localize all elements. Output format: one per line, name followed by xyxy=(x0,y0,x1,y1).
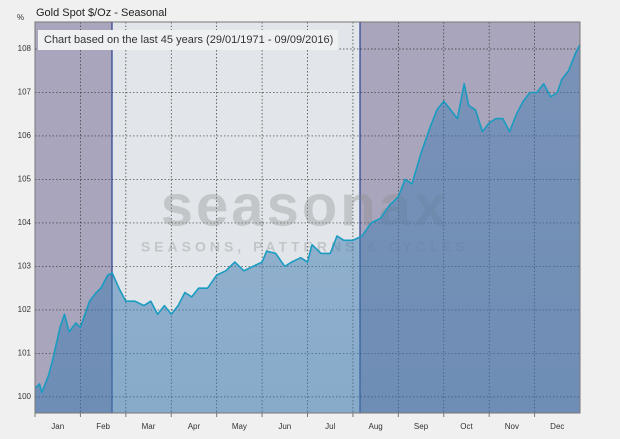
x-tick-label: Oct xyxy=(460,422,473,431)
x-tick-label: Sep xyxy=(414,422,429,431)
x-tick-label: Mar xyxy=(142,422,156,431)
subtitle: Chart based on the last 45 years (29/01/… xyxy=(44,34,333,46)
y-tick-label: 108 xyxy=(18,44,32,53)
x-tick-label: Apr xyxy=(188,422,201,431)
x-tick-label: Nov xyxy=(505,422,519,431)
y-axis-label: % xyxy=(17,13,24,22)
area xyxy=(35,44,580,413)
x-tick-label: Dec xyxy=(550,422,564,431)
x-tick-label: Jan xyxy=(51,422,64,431)
x-tick-label: May xyxy=(232,422,247,431)
y-tick-label: 100 xyxy=(18,392,32,401)
y-tick-label: 106 xyxy=(18,131,32,140)
x-tick-label: Jul xyxy=(325,422,335,431)
y-tick-label: 103 xyxy=(18,262,32,271)
line xyxy=(34,44,581,394)
y-tick-label: 105 xyxy=(18,175,32,184)
y-tick-label: 102 xyxy=(18,305,32,314)
y-tick-label: 101 xyxy=(18,349,32,358)
subtitle-box xyxy=(38,30,338,50)
x-tick-label: Jun xyxy=(278,422,291,431)
chart-title: Gold Spot $/Oz - Seasonal xyxy=(36,7,167,19)
y-tick-label: 107 xyxy=(18,88,32,97)
y-tick-label: 104 xyxy=(18,218,32,227)
x-tick-label: Aug xyxy=(369,422,383,431)
x-tick-label: Feb xyxy=(96,422,110,431)
